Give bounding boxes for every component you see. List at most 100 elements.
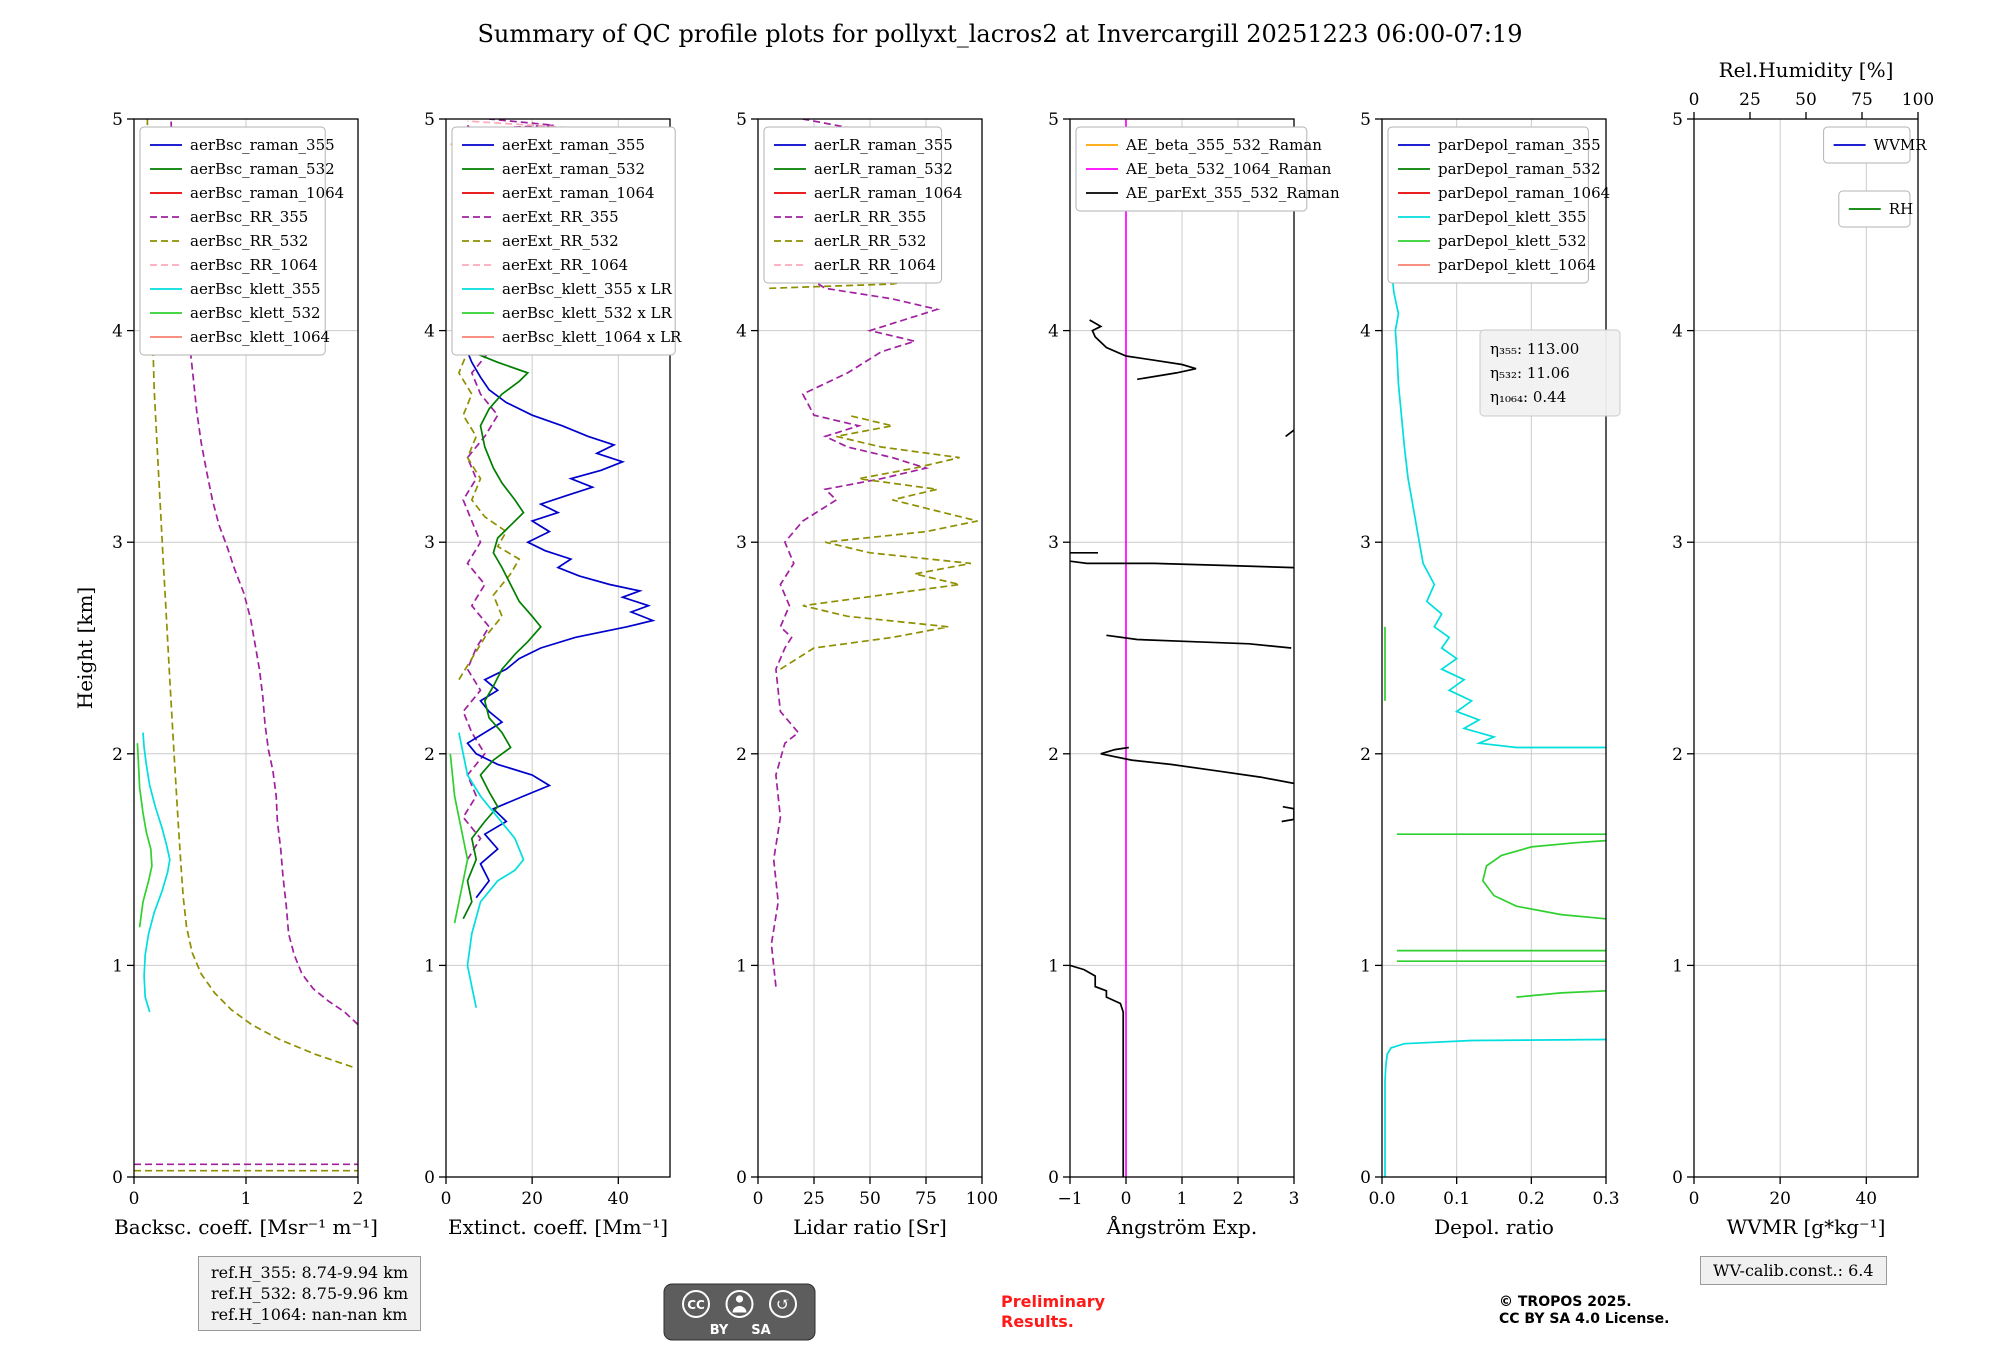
series-AE_parExt_355_532_Raman bbox=[1100, 746, 1294, 785]
legend-box bbox=[1387, 126, 1589, 284]
copyright-line-2: CC BY SA 4.0 License. bbox=[1499, 1311, 1670, 1327]
x-axis-label: Extinct. coeff. [Mm⁻¹] bbox=[448, 1215, 668, 1239]
series-aerBsc_klett_355 bbox=[142, 732, 171, 1013]
series-AE_parExt_355_532_Raman bbox=[1106, 634, 1292, 649]
y-tick-label: 1 bbox=[1360, 956, 1371, 976]
x-axis-label: WVMR [g*kg⁻¹] bbox=[1727, 1215, 1886, 1239]
eta-note-box bbox=[1479, 329, 1621, 417]
cc-badge-icon: CC ↺ BY SA bbox=[663, 1283, 816, 1341]
x-tick-label: −1 bbox=[1057, 1189, 1082, 1209]
x-tick-label: 1 bbox=[241, 1189, 252, 1209]
panel-backscatter: 0 1 2 0 1 2 3 4 5 Backsc. coeff. [Msr⁻¹ m⁻¹] aerBs… bbox=[112, 110, 378, 1239]
x-axis-label: Ångström Exp. bbox=[1106, 1214, 1257, 1239]
x-tick-label: 25 bbox=[803, 1189, 825, 1209]
series-aerExt_RR_355 bbox=[458, 119, 554, 131]
y-tick-label: 2 bbox=[424, 745, 435, 765]
series-aerBsc_klett_532 bbox=[136, 743, 153, 928]
copyright-note: © TROPOS 2025. CC BY SA 4.0 License. bbox=[1499, 1294, 1669, 1328]
legend-label: aerBsc_RR_532 bbox=[190, 232, 308, 250]
series-aerLR_RR_532 bbox=[779, 414, 978, 670]
y-tick-label: 5 bbox=[736, 110, 747, 130]
x-tick-label: 40 bbox=[1855, 1189, 1877, 1209]
legend-label: AE_beta_355_532_Raman bbox=[1125, 136, 1322, 154]
badge-by-label: BY bbox=[710, 1323, 729, 1338]
series-AE_parExt_355_532_Raman bbox=[1089, 319, 1197, 381]
x-tick-label: 20 bbox=[1769, 1189, 1791, 1209]
series-AE_parExt_355_532_Raman bbox=[1285, 429, 1294, 438]
series-aerExt_raman_355 bbox=[466, 351, 656, 899]
legend-label: AE_parExt_355_532_Raman bbox=[1125, 184, 1340, 202]
x-tick-label: 0 bbox=[1689, 1189, 1700, 1209]
legend-label: parDepol_raman_532 bbox=[1438, 160, 1601, 178]
legend-label: aerExt_RR_355 bbox=[502, 208, 619, 226]
legend-label: aerExt_raman_1064 bbox=[502, 184, 655, 202]
y-tick-label: 2 bbox=[112, 745, 123, 765]
legend-label: aerExt_raman_532 bbox=[502, 160, 645, 178]
sa-circle-icon bbox=[769, 1290, 797, 1318]
x-tick-label: 0.2 bbox=[1518, 1189, 1545, 1209]
series-AE_parExt_355_532_Raman bbox=[1070, 560, 1294, 569]
y-tick-label: 3 bbox=[736, 533, 747, 553]
y-tick-label: 3 bbox=[112, 533, 123, 553]
x-tick-label: 0 bbox=[441, 1189, 452, 1209]
y-tick-label: 1 bbox=[736, 956, 747, 976]
series-AE_parExt_355_532_Raman bbox=[1281, 805, 1294, 823]
legend-label: parDepol_raman_355 bbox=[1438, 136, 1601, 154]
y-tick-label: 2 bbox=[1048, 745, 1059, 765]
legend-label: parDepol_klett_1064 bbox=[1438, 256, 1596, 274]
x-axis-label: Lidar ratio [Sr] bbox=[793, 1215, 947, 1239]
x-tick-label: 20 bbox=[521, 1189, 543, 1209]
axes-frame bbox=[1693, 118, 1919, 1178]
y-tick-label: 4 bbox=[736, 322, 747, 342]
preliminary-line-2: Results. bbox=[1001, 1312, 1074, 1331]
y-tick-label: 2 bbox=[1672, 745, 1683, 765]
x-tick-label: 0.3 bbox=[1592, 1189, 1619, 1209]
axes-frame bbox=[445, 118, 671, 1178]
ref-height-box: ref.H_355: 8.74-9.94 km ref.H_532: 8.75-… bbox=[198, 1256, 422, 1331]
by-person-icon bbox=[725, 1290, 754, 1318]
legend-label: aerExt_raman_355 bbox=[502, 136, 645, 154]
legend-label: aerBsc_klett_355 x LR bbox=[502, 280, 673, 298]
y-tick-label: 4 bbox=[1048, 322, 1059, 342]
top-x-tick-label: 50 bbox=[1795, 90, 1817, 110]
legend-box bbox=[763, 126, 943, 284]
top-axis-label: Rel.Humidity [%] bbox=[1719, 58, 1894, 82]
legend-label: parDepol_klett_355 bbox=[1438, 208, 1587, 226]
legend-label: aerExt_RR_532 bbox=[502, 232, 619, 250]
y-tick-label: 5 bbox=[112, 110, 123, 130]
cc-circle-label: CC bbox=[687, 1298, 705, 1312]
legend-label: aerLR_raman_355 bbox=[814, 136, 953, 154]
y-tick-label: 4 bbox=[1360, 322, 1371, 342]
cc-license-badge: CC ↺ BY SA bbox=[663, 1283, 816, 1345]
eta-note-line: η₁₀₆₄: 0.44 bbox=[1490, 388, 1566, 406]
ref-height-532: ref.H_532: 8.75-9.96 km bbox=[211, 1284, 409, 1303]
preliminary-line-1: Preliminary bbox=[1001, 1292, 1106, 1311]
y-tick-label: 4 bbox=[1672, 322, 1683, 342]
legend-label: aerBsc_raman_1064 bbox=[190, 184, 344, 202]
top-x-tick-label: 75 bbox=[1851, 90, 1873, 110]
y-tick-label: 5 bbox=[424, 110, 435, 130]
x-axis-label: Depol. ratio bbox=[1434, 1215, 1554, 1239]
x-tick-label: 100 bbox=[966, 1189, 998, 1209]
person-body-icon bbox=[732, 1306, 747, 1313]
legend-label: aerBsc_klett_532 x LR bbox=[502, 304, 673, 322]
y-axis-label: Height [km] bbox=[73, 587, 97, 709]
legend-label: aerBsc_klett_355 bbox=[190, 280, 321, 298]
y-tick-label: 1 bbox=[1048, 956, 1059, 976]
badge-sa-label: SA bbox=[751, 1323, 770, 1338]
y-tick-label: 5 bbox=[1672, 110, 1683, 130]
series-parDepol_klett_532 bbox=[1481, 839, 1606, 920]
top-x-tick-label: 100 bbox=[1902, 90, 1934, 110]
legend-label: aerLR_raman_1064 bbox=[814, 184, 962, 202]
x-tick-label: 0.1 bbox=[1443, 1189, 1470, 1209]
cc-circle-icon bbox=[682, 1290, 710, 1318]
legend-label: aerBsc_raman_532 bbox=[190, 160, 335, 178]
y-tick-label: 0 bbox=[736, 1168, 747, 1188]
y-tick-label: 5 bbox=[1360, 110, 1371, 130]
series-aerLR_RR_355 bbox=[768, 255, 941, 987]
eta-note-line: η₃₅₅: 113.00 bbox=[1490, 340, 1579, 358]
series-aerExt_RR_532 bbox=[457, 288, 521, 681]
legend-label: AE_beta_532_1064_Raman bbox=[1125, 160, 1332, 178]
